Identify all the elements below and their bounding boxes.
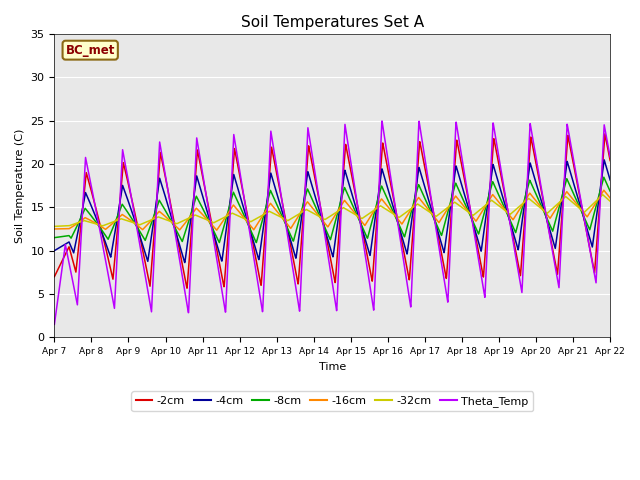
- X-axis label: Time: Time: [319, 361, 346, 372]
- Y-axis label: Soil Temperature (C): Soil Temperature (C): [15, 129, 25, 243]
- Title: Soil Temperatures Set A: Soil Temperatures Set A: [241, 15, 424, 30]
- Text: BC_met: BC_met: [65, 44, 115, 57]
- Legend: -2cm, -4cm, -8cm, -16cm, -32cm, Theta_Temp: -2cm, -4cm, -8cm, -16cm, -32cm, Theta_Te…: [131, 391, 533, 411]
